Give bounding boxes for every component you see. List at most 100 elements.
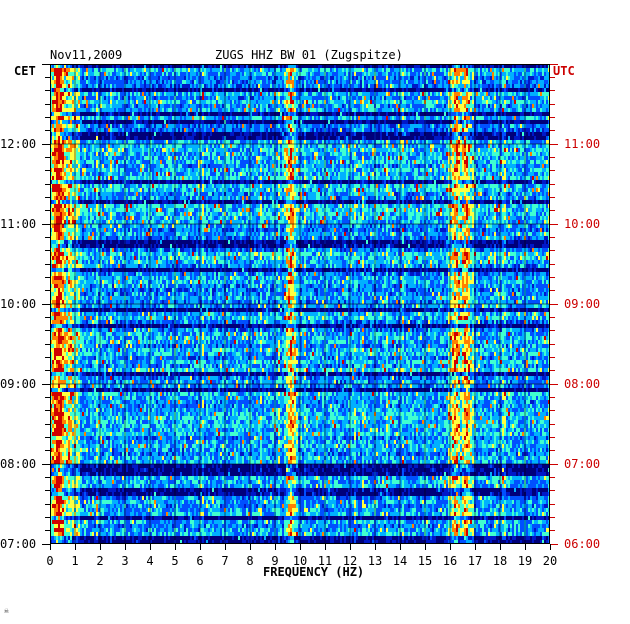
x-tick-mark xyxy=(275,544,276,550)
y-tick-mark xyxy=(45,424,50,425)
y-tick-mark xyxy=(550,317,555,318)
x-tick-mark xyxy=(500,544,501,550)
corner-mark: ☠ xyxy=(4,606,9,615)
x-tick-label: 15 xyxy=(415,555,435,567)
x-tick-mark xyxy=(525,544,526,550)
y-tick-mark xyxy=(45,437,50,438)
y-tick-mark xyxy=(45,410,50,411)
x-tick-label: 7 xyxy=(215,555,235,567)
y-tick-mark xyxy=(42,384,50,385)
x-tick-mark xyxy=(75,544,76,550)
y-tick-mark xyxy=(550,64,558,65)
x-tick-mark xyxy=(375,544,376,550)
y-tick-label-utc: 10:00 xyxy=(564,218,600,230)
y-tick-mark xyxy=(550,544,558,545)
station-title: ZUGS HHZ BW 01 (Zugspitze) xyxy=(215,49,403,61)
y-tick-mark xyxy=(45,490,50,491)
x-axis-title: FREQUENCY (HZ) xyxy=(263,566,364,578)
y-tick-mark xyxy=(45,530,50,531)
x-tick-mark xyxy=(350,544,351,550)
y-tick-label-utc: 06:00 xyxy=(564,538,600,550)
y-tick-mark xyxy=(45,197,50,198)
y-tick-mark xyxy=(550,344,555,345)
x-tick-mark xyxy=(550,544,551,550)
y-tick-mark xyxy=(550,490,555,491)
y-tick-mark xyxy=(45,90,50,91)
y-tick-mark xyxy=(45,184,50,185)
y-tick-mark xyxy=(45,330,50,331)
y-tick-mark xyxy=(550,424,555,425)
x-tick-mark xyxy=(175,544,176,550)
y-tick-mark xyxy=(45,517,50,518)
x-tick-label: 13 xyxy=(365,555,385,567)
x-tick-label: 8 xyxy=(240,555,260,567)
y-tick-label-utc: 09:00 xyxy=(564,298,600,310)
x-tick-label: 3 xyxy=(115,555,135,567)
x-tick-mark xyxy=(250,544,251,550)
y-tick-mark xyxy=(550,357,555,358)
y-tick-label-utc: 07:00 xyxy=(564,458,600,470)
y-tick-mark xyxy=(45,277,50,278)
x-tick-label: 19 xyxy=(515,555,535,567)
y-tick-mark xyxy=(550,397,555,398)
x-tick-mark xyxy=(450,544,451,550)
y-tick-mark xyxy=(45,344,50,345)
utc-label: UTC xyxy=(553,65,575,77)
y-tick-mark xyxy=(45,77,50,78)
y-tick-mark xyxy=(45,210,50,211)
y-tick-mark xyxy=(45,504,50,505)
y-tick-mark xyxy=(550,530,555,531)
x-tick-label: 20 xyxy=(540,555,560,567)
y-tick-mark xyxy=(42,144,50,145)
cet-label: CET xyxy=(14,65,36,77)
y-tick-mark xyxy=(45,237,50,238)
x-tick-label: 6 xyxy=(190,555,210,567)
y-tick-mark xyxy=(550,410,555,411)
x-tick-mark xyxy=(225,544,226,550)
y-tick-mark xyxy=(550,504,555,505)
x-tick-mark xyxy=(475,544,476,550)
y-tick-mark xyxy=(550,77,555,78)
x-tick-label: 4 xyxy=(140,555,160,567)
y-tick-mark xyxy=(45,290,50,291)
y-tick-mark xyxy=(550,330,555,331)
y-tick-mark xyxy=(42,464,50,465)
x-tick-label: 0 xyxy=(40,555,60,567)
y-tick-mark xyxy=(550,370,555,371)
y-tick-mark xyxy=(45,357,50,358)
y-tick-label-utc: 11:00 xyxy=(564,138,600,150)
y-tick-mark xyxy=(550,464,558,465)
y-tick-mark xyxy=(45,477,50,478)
y-tick-mark xyxy=(550,197,555,198)
y-tick-mark xyxy=(45,317,50,318)
y-tick-mark xyxy=(45,130,50,131)
x-tick-mark xyxy=(150,544,151,550)
y-tick-mark xyxy=(45,370,50,371)
y-tick-mark xyxy=(550,157,555,158)
y-tick-label-cet: 10:00 xyxy=(0,298,36,310)
y-tick-mark xyxy=(550,170,555,171)
y-tick-mark xyxy=(550,384,558,385)
x-tick-label: 17 xyxy=(465,555,485,567)
y-tick-mark xyxy=(550,477,555,478)
x-tick-mark xyxy=(100,544,101,550)
x-tick-mark xyxy=(125,544,126,550)
y-tick-mark xyxy=(45,117,50,118)
date-label: Nov11,2009 xyxy=(50,49,122,61)
y-tick-mark xyxy=(550,517,555,518)
y-tick-mark xyxy=(45,264,50,265)
x-tick-label: 14 xyxy=(390,555,410,567)
y-tick-mark xyxy=(550,277,555,278)
y-tick-label-utc: 08:00 xyxy=(564,378,600,390)
spectrogram-plot xyxy=(50,64,550,544)
y-tick-mark xyxy=(45,450,50,451)
x-tick-mark xyxy=(50,544,51,550)
y-tick-label-cet: 08:00 xyxy=(0,458,36,470)
x-tick-label: 5 xyxy=(165,555,185,567)
y-tick-mark xyxy=(42,304,50,305)
x-tick-mark xyxy=(200,544,201,550)
x-tick-mark xyxy=(400,544,401,550)
y-tick-label-cet: 12:00 xyxy=(0,138,36,150)
y-tick-label-cet: 07:00 xyxy=(0,538,36,550)
y-tick-mark xyxy=(550,250,555,251)
